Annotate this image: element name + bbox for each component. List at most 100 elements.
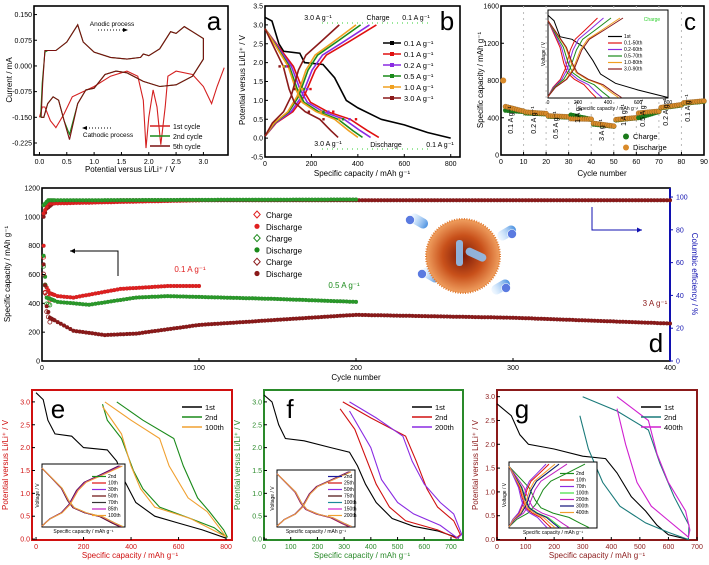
x-tick-label: 800 bbox=[445, 161, 457, 168]
annotation: 0.5 A g⁻¹ bbox=[328, 281, 360, 290]
rate-label: 0.2 A g⁻¹ bbox=[531, 106, 538, 134]
data-marker bbox=[286, 65, 289, 68]
electron-icon bbox=[507, 229, 517, 239]
plot-frame bbox=[33, 5, 229, 156]
y-tick-label: 1.0 bbox=[485, 489, 495, 496]
charge-point bbox=[47, 319, 53, 325]
inset-legend-label: 100th bbox=[576, 491, 589, 497]
x-tick-label: 600 bbox=[173, 544, 185, 551]
data-marker bbox=[302, 87, 306, 91]
y-tick-label: 3.5 bbox=[253, 4, 263, 11]
plot-frame bbox=[263, 389, 464, 541]
inset-legend-label: 75th bbox=[344, 494, 354, 500]
legend-label: 0.1 A g⁻¹ bbox=[404, 39, 434, 48]
y-axis-label: Current / mA bbox=[5, 57, 14, 103]
y-axis-label: Potential versus Li/Li⁺ / V bbox=[238, 34, 247, 125]
li-ion-cylinder-icon bbox=[456, 240, 463, 266]
y-tick-label: 1000 bbox=[24, 214, 40, 221]
panel-label: f bbox=[286, 394, 294, 424]
x-tick-label: 80 bbox=[678, 159, 686, 166]
panel-label: c bbox=[684, 9, 696, 36]
inset-legend-label: 0.1-50th bbox=[624, 41, 643, 47]
arrow-head-icon bbox=[82, 126, 87, 130]
series-line bbox=[40, 23, 204, 137]
series-line bbox=[616, 396, 691, 539]
y-tick-label: 0.0 bbox=[253, 136, 263, 143]
legend-marker bbox=[254, 223, 260, 229]
panel-a: 0.0 0.5 1.0 1.5 2.0 2.5 3.0 -0.225 -0.150 -0.075 0… bbox=[5, 5, 229, 174]
y-tick-label: 0 bbox=[36, 359, 40, 366]
legend-marker bbox=[390, 63, 394, 67]
y-tick-label: 800 bbox=[28, 243, 40, 250]
discharge-point bbox=[611, 123, 617, 129]
inset-legend-label: 300th bbox=[576, 504, 589, 510]
data-point bbox=[64, 325, 70, 330]
rate-label: 1 A g⁻¹ bbox=[621, 104, 628, 126]
x-tick-label: 0 bbox=[499, 159, 503, 166]
y-tick-label: 3.0 bbox=[252, 399, 262, 406]
legend-label: 2nd bbox=[205, 413, 218, 422]
y-axis-label: Potential versus Li/Li⁺ / V bbox=[471, 419, 480, 510]
inset-legend-label: 200th bbox=[576, 497, 589, 503]
panel-label: b bbox=[440, 6, 454, 36]
electron-icon bbox=[501, 283, 511, 293]
inset-legend-label: 3.0-90th bbox=[624, 67, 643, 73]
rate-label: 0.5 A g⁻¹ bbox=[553, 111, 560, 139]
legend-marker bbox=[390, 41, 394, 45]
y-tick-label: 1.5 bbox=[252, 468, 262, 475]
x-tick-label: 700 bbox=[691, 544, 703, 551]
data-marker bbox=[306, 87, 309, 91]
rate-label: 3 A g⁻¹ bbox=[599, 119, 606, 141]
charge-curve bbox=[276, 471, 352, 527]
inset-legend-label: 100th bbox=[108, 513, 121, 519]
legend-label: 100th bbox=[205, 423, 224, 432]
legend-marker bbox=[623, 144, 629, 151]
panel-label: g bbox=[515, 394, 529, 424]
legend-label: Charge bbox=[266, 211, 293, 220]
legend-marker bbox=[253, 210, 261, 219]
y2-tick-label: 100 bbox=[676, 195, 688, 202]
legend-label: Discharge bbox=[266, 246, 303, 255]
legend-label: 2nd cycle bbox=[173, 134, 203, 141]
data-marker bbox=[293, 87, 296, 91]
data-point bbox=[58, 321, 63, 326]
data-point bbox=[41, 262, 46, 267]
rate-label: 0.5 A g⁻¹ bbox=[640, 99, 647, 127]
panel-b: 0 200 400 600 800 -0.5 0.0 0.5 1.0 1.5 2.0 2.5 3.0 3.… bbox=[238, 4, 461, 178]
data-point bbox=[46, 309, 51, 315]
y-tick-label: 2.0 bbox=[253, 60, 263, 67]
y-tick-label: 800 bbox=[487, 78, 499, 85]
inset-legend-label: 0.5-70th bbox=[624, 54, 643, 60]
data-marker bbox=[309, 87, 312, 91]
legend-label: Discharge bbox=[266, 223, 303, 232]
series-line bbox=[264, 16, 451, 139]
annotation: Charge bbox=[367, 15, 390, 22]
y-tick-label: -0.225 bbox=[12, 141, 32, 148]
charge-curve bbox=[508, 463, 586, 528]
y-tick-label: 1.0 bbox=[252, 491, 262, 498]
x-tick-label: 700 bbox=[445, 544, 457, 551]
legend-label: 0.5 A g⁻¹ bbox=[404, 72, 434, 81]
y-tick-label: 0.075 bbox=[14, 38, 32, 45]
y-tick-label: 0.5 bbox=[20, 514, 30, 521]
series-line bbox=[339, 401, 461, 539]
inset-x-tick-label: 400 bbox=[604, 100, 613, 106]
y2-tick-label: 40 bbox=[676, 293, 684, 300]
annotation: Discharge bbox=[370, 142, 402, 149]
panel-d: 0 100 200 300 400020040060080010001200Cycle … bbox=[3, 186, 699, 383]
legend-marker bbox=[390, 85, 394, 89]
y-tick-label: 0.000 bbox=[14, 63, 32, 70]
annotation: 3.0 A g⁻¹ bbox=[304, 15, 332, 22]
x-tick-label: 600 bbox=[418, 544, 430, 551]
x-tick-label: 30 bbox=[565, 159, 573, 166]
data-marker bbox=[284, 65, 288, 68]
plot-frame bbox=[31, 389, 233, 541]
data-point bbox=[667, 198, 673, 203]
x-tick-label: 1.0 bbox=[89, 159, 99, 166]
annotation: 3 A g⁻¹ bbox=[643, 299, 668, 308]
inset-y-axis-label: Voltage / V bbox=[35, 483, 41, 508]
y-axis-label: Specific capacity / mAh g⁻¹ bbox=[476, 32, 485, 129]
x-tick-label: 300 bbox=[507, 365, 519, 372]
discharge-curve bbox=[508, 466, 552, 528]
legend-marker bbox=[253, 233, 261, 243]
